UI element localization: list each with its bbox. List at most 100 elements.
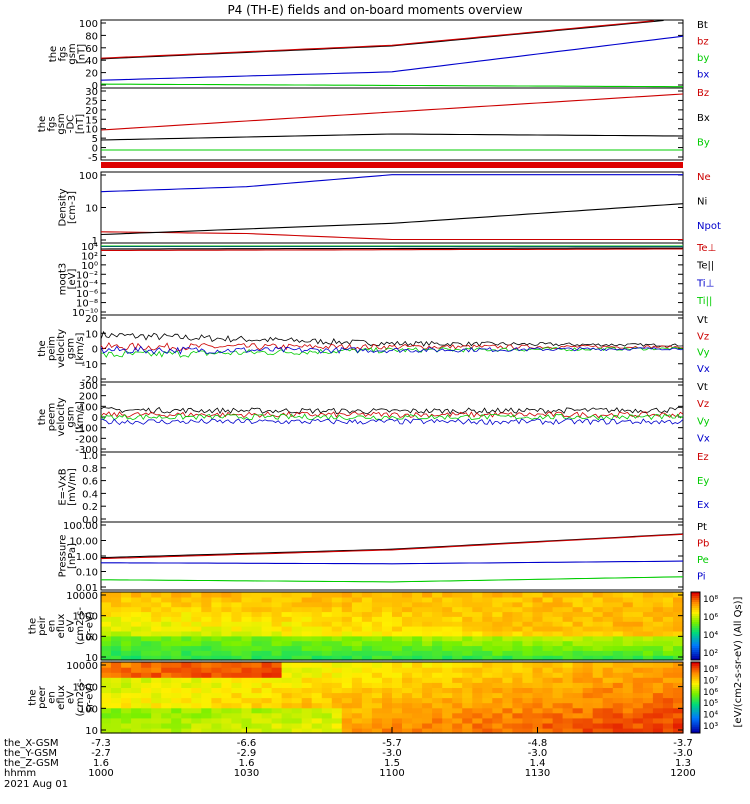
- spectrogram-cell: [572, 682, 584, 688]
- spectrogram-cell: [121, 601, 132, 608]
- spectrogram-cell: [472, 697, 483, 704]
- spectrogram-cell: [642, 717, 654, 724]
- spectrogram-cell: [502, 611, 513, 617]
- spectrogram-cell: [652, 727, 664, 734]
- spectrogram-cell: [101, 682, 112, 688]
- spectrogram-cell: [351, 645, 363, 651]
- spectrogram-cell: [131, 672, 142, 678]
- colorbar-cell: [691, 701, 700, 705]
- spectrogram-cell: [311, 601, 323, 608]
- spectrogram-cell: [171, 655, 182, 661]
- spectrogram-cell: [231, 712, 242, 719]
- spectrogram-cell: [251, 601, 263, 608]
- spectrogram-cell: [532, 707, 544, 714]
- spectrogram-cell: [361, 611, 373, 617]
- spectrogram-cell: [392, 677, 403, 683]
- y-tick-label: 0.2: [82, 502, 98, 513]
- spectrogram-cell: [371, 616, 383, 622]
- spectrogram-cell: [512, 635, 523, 642]
- y-axis-label: [nT]: [75, 114, 86, 134]
- spectrogram-cell: [171, 621, 182, 627]
- spectrogram-cell: [632, 616, 644, 622]
- y-axis-label: sr-eV): [85, 683, 96, 712]
- spectrogram-cell: [532, 672, 544, 678]
- spectrogram-cell: [673, 717, 684, 724]
- spectrogram-cell: [221, 722, 232, 729]
- spectrogram-cell: [472, 672, 483, 678]
- spectrogram-cell: [542, 606, 554, 613]
- spectrogram-cell: [592, 640, 604, 647]
- spectrogram-cell: [251, 672, 263, 678]
- spectrogram-cell: [542, 702, 554, 709]
- colorbar-tick-label: 10²: [703, 649, 718, 659]
- spectrogram-cell: [432, 712, 443, 719]
- legend-label: bx: [697, 70, 709, 81]
- spectrogram-cell: [632, 645, 644, 651]
- spectrogram-cell: [181, 655, 192, 661]
- spectrogram-cell: [361, 640, 373, 647]
- spectrogram-cell: [221, 645, 232, 651]
- spectrogram-cell: [311, 672, 323, 678]
- spectrogram-cell: [522, 655, 533, 661]
- spectrogram-cell: [582, 640, 594, 647]
- spectrogram-cell: [301, 702, 313, 709]
- spectrogram-cell: [512, 682, 523, 688]
- spectrogram-cell: [231, 677, 242, 683]
- spectrogram-cell: [602, 645, 614, 651]
- series-line: [100, 533, 684, 559]
- spectrogram-cell: [321, 722, 333, 729]
- spectrogram-cell: [361, 687, 373, 694]
- spectrogram-cell: [191, 606, 202, 613]
- colorbar-cell: [691, 594, 700, 597]
- spectrogram-cell: [472, 635, 483, 642]
- spectrogram-cell: [492, 692, 503, 699]
- spectrogram-cell: [673, 722, 684, 729]
- spectrogram-cell: [512, 640, 523, 647]
- spectrogram-cell: [201, 707, 212, 714]
- spectrogram-cell: [482, 697, 493, 704]
- spectrogram-cell: [271, 687, 283, 694]
- y-axis-label: [km/s]: [75, 401, 86, 433]
- spectrogram-cell: [552, 611, 564, 617]
- series-line: [101, 560, 684, 565]
- spectrogram-cell: [572, 626, 584, 632]
- series-line: [100, 418, 684, 426]
- spectrogram-cell: [271, 601, 283, 608]
- spectrogram-cell: [361, 662, 373, 668]
- spectrogram-cell: [392, 626, 403, 632]
- spectrogram-cell: [341, 662, 353, 668]
- spectrogram-cell: [612, 687, 624, 694]
- spectrogram-cell: [341, 687, 353, 694]
- spectrogram-cell: [512, 667, 523, 673]
- spectrogram-cell: [592, 645, 604, 651]
- spectrogram-cell: [301, 712, 313, 719]
- spectrogram-cell: [552, 697, 564, 704]
- spectrogram-cell: [622, 645, 634, 651]
- spectrogram-cell: [291, 630, 303, 637]
- colorbar-cell: [691, 630, 700, 633]
- spectrogram-cell: [522, 702, 533, 709]
- spectrogram-cell: [512, 697, 523, 704]
- spectrogram-cell: [592, 630, 604, 637]
- legend-label: Te||: [696, 261, 714, 272]
- spectrogram-cell: [572, 707, 584, 714]
- spectrogram-cell: [161, 596, 172, 603]
- spectrogram-cell: [522, 707, 533, 714]
- spectrogram-cell: [241, 650, 253, 656]
- spectrogram-cell: [402, 722, 413, 729]
- spectrogram-cell: [221, 611, 232, 617]
- spectrogram-cell: [141, 677, 152, 683]
- spectrogram-cell: [151, 672, 162, 678]
- spectrogram-cell: [512, 606, 523, 613]
- spectrogram-cell: [612, 692, 624, 699]
- spectrogram-cell: [412, 682, 423, 688]
- spectrogram-cell: [191, 596, 202, 603]
- spectrogram-cell: [502, 727, 513, 734]
- colorbar-cell: [691, 624, 700, 627]
- spectrogram-cell: [241, 611, 253, 617]
- spectrogram-cell: [211, 640, 222, 647]
- spectrogram-cell: [171, 717, 182, 724]
- spectrogram-cell: [131, 712, 142, 719]
- spectrogram-cell: [281, 616, 293, 622]
- spectrogram-cell: [542, 682, 554, 688]
